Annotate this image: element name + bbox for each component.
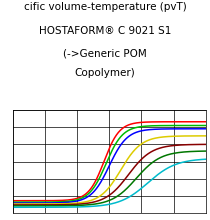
Text: (->Generic POM: (->Generic POM: [63, 48, 147, 58]
Text: HOSTAFORM® C 9021 S1: HOSTAFORM® C 9021 S1: [39, 26, 171, 36]
Text: Copolymer): Copolymer): [75, 68, 135, 78]
Text: cific volume-temperature (pvT): cific volume-temperature (pvT): [24, 2, 186, 12]
